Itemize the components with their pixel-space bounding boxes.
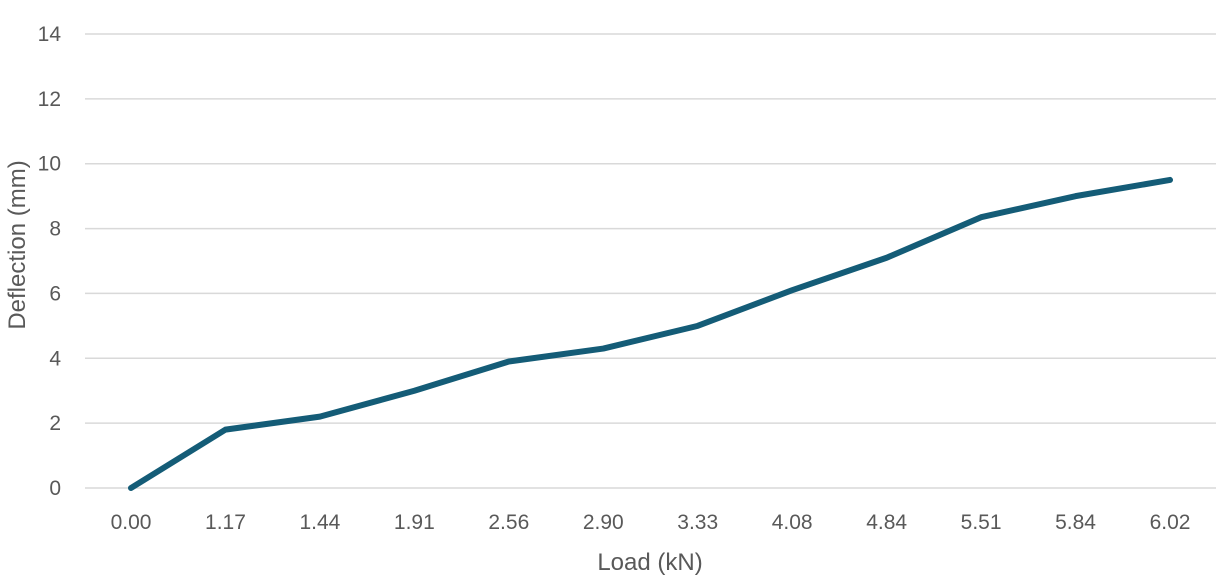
y-tick-label: 12 [38,88,61,111]
y-tick-label: 2 [49,412,61,435]
x-tick-label: 6.02 [1150,511,1191,534]
x-tick-label: 1.91 [394,511,435,534]
y-tick-label: 6 [49,282,61,305]
y-axis-title: Deflection (mm) [4,160,31,329]
x-tick-label: 4.08 [772,511,813,534]
y-tick-label: 10 [38,153,61,176]
x-tick-label: 0.00 [111,511,152,534]
y-tick-label: 4 [49,347,61,370]
x-tick-label: 5.84 [1055,511,1096,534]
y-tick-label: 0 [49,477,61,500]
y-tick-label: 14 [38,23,62,46]
x-tick-label: 2.56 [488,511,529,534]
x-tick-label: 1.44 [299,511,340,534]
gridlines [85,33,1216,489]
y-tick-label: 8 [49,218,61,241]
x-tick-label: 2.90 [583,511,624,534]
x-axis-title: Load (kN) [597,549,702,576]
x-tick-label: 5.51 [961,511,1002,534]
x-tick-label: 4.84 [866,511,907,534]
x-tick-label: 1.17 [205,511,246,534]
x-tick-label: 3.33 [677,511,718,534]
x-axis-ticks: 0.00 1.17 1.44 1.91 2.56 2.90 3.33 4.08 4.84 5.51… [111,511,1191,534]
y-axis-ticks: 0 2 4 6 8 10 12 14 [38,23,62,500]
series-line-0 [128,176,1173,491]
series-lines [128,176,1173,491]
